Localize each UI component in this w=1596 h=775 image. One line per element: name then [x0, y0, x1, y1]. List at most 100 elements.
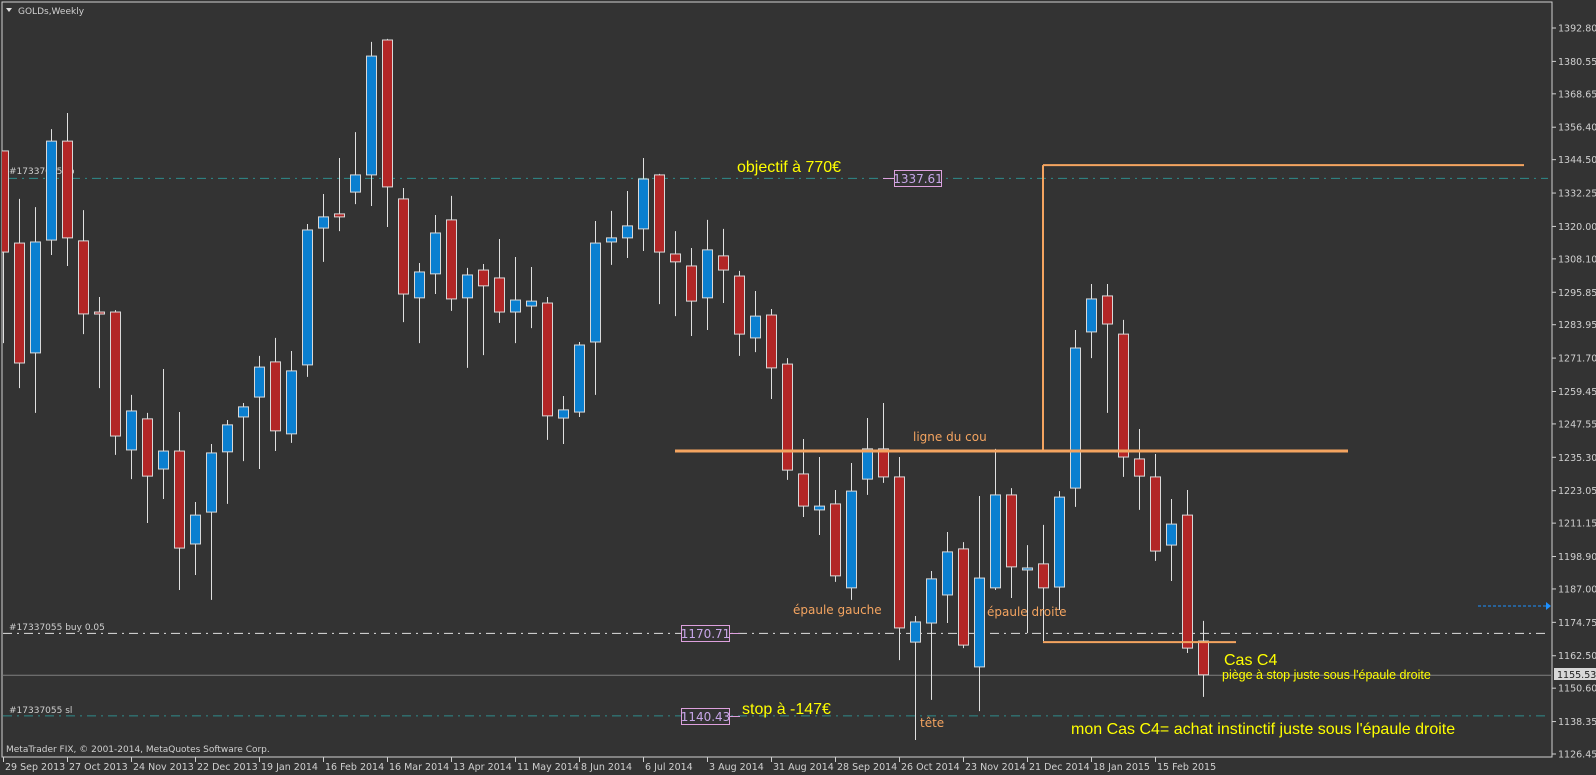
candle	[286, 350, 297, 443]
candle	[958, 542, 969, 649]
candle	[78, 210, 89, 335]
candle	[734, 270, 745, 356]
bull-candle-body	[1166, 523, 1177, 546]
bull-candle-body	[974, 577, 985, 668]
candle	[622, 190, 633, 259]
time-tick-label: 15 Feb 2015	[1157, 762, 1216, 773]
bull-candle-body	[606, 237, 617, 243]
bear-candle-body	[670, 253, 681, 263]
bear-candle-body	[14, 242, 25, 364]
sl-price-text: 1140.43	[681, 710, 731, 724]
price-tick-label: 1259.45	[1558, 387, 1596, 398]
candle	[702, 219, 713, 331]
price-tick-label: 1150.60	[1558, 684, 1596, 695]
bull-candle-body	[158, 450, 169, 470]
bull-candle-body	[814, 505, 825, 511]
bear-candle-body	[830, 503, 841, 577]
stop-annotation: stop à -147€	[742, 701, 831, 718]
time-tick-label: 6 Jul 2014	[645, 762, 693, 773]
candle	[1198, 620, 1209, 697]
bear-candle-body	[94, 311, 105, 315]
candle	[718, 228, 729, 304]
time-tick-label: 8 Jun 2014	[581, 762, 632, 773]
bull-candle-body	[414, 271, 425, 299]
candle	[254, 355, 265, 470]
price-tick-label: 1332.25	[1558, 189, 1596, 200]
candle	[750, 291, 761, 353]
bull-candle-body	[862, 448, 873, 480]
bear-candle-body	[1118, 333, 1129, 458]
menu-triangle-icon[interactable]	[6, 8, 12, 12]
bear-candle-body	[478, 269, 489, 287]
price-tick-label: 1308.10	[1558, 254, 1596, 265]
bull-candle-body	[510, 299, 521, 313]
bear-candle-body	[686, 265, 697, 302]
candle	[894, 457, 905, 661]
candle	[494, 238, 505, 323]
bear-candle-body	[1182, 514, 1193, 649]
candle	[670, 231, 681, 317]
bull-candle-body	[638, 178, 649, 230]
tp-price-text: 1337.61	[893, 172, 943, 186]
time-tick-label: 23 Nov 2014	[965, 762, 1026, 773]
candle	[302, 223, 313, 377]
case-title-annotation: Cas C4	[1224, 652, 1277, 669]
drawings[interactable]	[675, 164, 1524, 644]
price-tick-label: 1211.15	[1558, 519, 1596, 530]
bear-candle-body	[1006, 494, 1017, 568]
time-tick-label: 16 Mar 2014	[389, 762, 449, 773]
bull-candle-body	[558, 409, 569, 419]
candle	[1134, 428, 1145, 510]
tp-order-label: #17337055 tp	[9, 167, 75, 177]
candle	[94, 297, 105, 389]
candle	[1102, 283, 1113, 413]
candle	[126, 394, 137, 480]
candle	[686, 247, 697, 337]
candle	[62, 113, 73, 266]
bull-candle-body	[222, 424, 233, 453]
candle	[878, 403, 889, 483]
bear-candle-body	[1102, 295, 1113, 325]
candle	[238, 403, 249, 462]
candle	[926, 570, 937, 700]
price-tick-label: 1174.75	[1558, 618, 1596, 629]
bull-candle-body	[206, 452, 217, 513]
time-tick-label: 28 Sep 2014	[837, 762, 897, 773]
candle	[782, 358, 793, 480]
candle	[398, 188, 409, 323]
bull-candle-body	[910, 621, 921, 643]
sl-price-box[interactable]: 1140.43	[681, 708, 740, 725]
chart-shift-arrow-icon[interactable]	[1546, 602, 1551, 610]
bull-candle-body	[574, 344, 585, 413]
candle	[974, 496, 985, 712]
candle	[510, 256, 521, 344]
buy-order-label: #17337055 buy 0.05	[9, 623, 105, 633]
time-tick-label: 19 Jan 2014	[261, 762, 318, 773]
candle	[158, 368, 169, 500]
bear-candle-body	[334, 213, 345, 218]
chart-title: GOLDs,Weekly	[18, 7, 85, 17]
bear-candle-body	[270, 361, 281, 432]
copyright-footer: MetaTrader FIX, © 2001-2014, MetaQuotes …	[6, 745, 270, 755]
bull-candle-body	[942, 551, 953, 596]
time-axis[interactable]: 29 Sep 2013 27 Oct 2013 24 Nov 2013 22 Dec …	[3, 757, 1217, 773]
time-tick-label: 26 Oct 2014	[901, 762, 960, 773]
candle	[814, 457, 825, 535]
bear-candle-body	[1038, 563, 1049, 589]
bull-candle-body	[238, 406, 249, 418]
candle	[446, 195, 457, 311]
bear-candle-body	[382, 39, 393, 188]
buy-price-box[interactable]: 1170.71	[681, 625, 740, 642]
bull-candle-body	[302, 229, 313, 366]
bear-candle-body	[782, 363, 793, 471]
candles	[2, 38, 1209, 740]
bull-candle-body	[318, 216, 329, 229]
bull-candle-body	[350, 174, 361, 193]
price-tick-label: 1271.70	[1558, 354, 1596, 365]
price-axis[interactable]: 1392.80 1380.55 1368.65 1356.40 1344.50 1332.…	[1552, 24, 1596, 761]
bear-candle-body	[398, 198, 409, 295]
bear-candle-body	[878, 448, 889, 478]
tp-price-box[interactable]: 1337.61	[883, 170, 943, 187]
